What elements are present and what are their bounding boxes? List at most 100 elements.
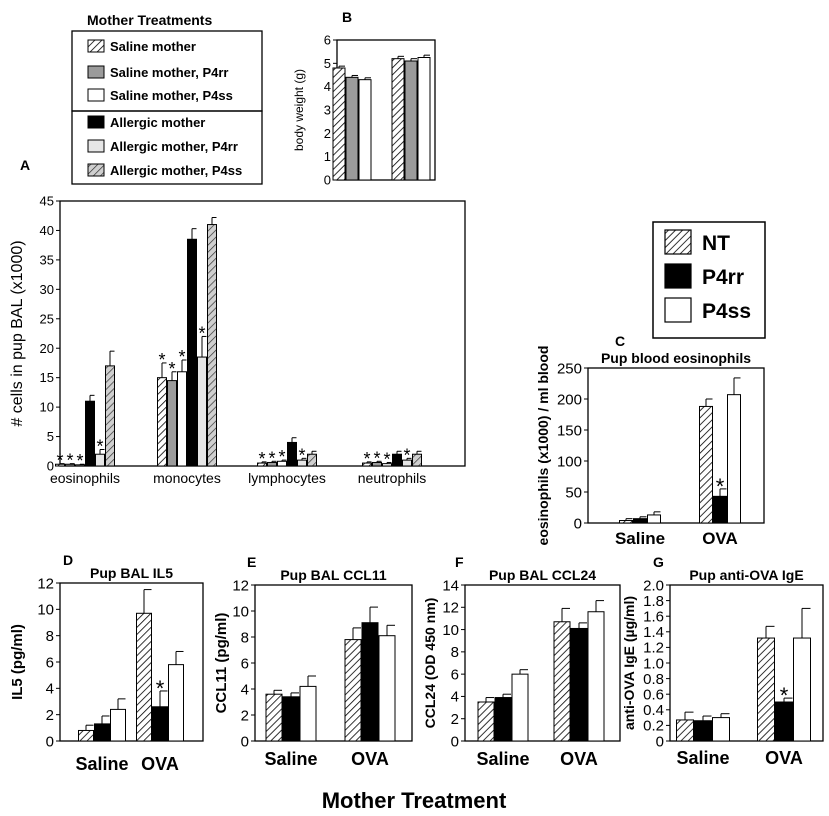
significance-star: * [780,683,789,708]
panel-label: D [63,552,73,568]
y-axis-label: body weight (g) [292,69,306,151]
y-tick-label: 150 [557,422,582,439]
mother-legend-swatch [87,163,105,177]
y-tick-label: 250 [557,360,582,377]
y-tick-label: 20 [40,341,54,356]
y-axis-label: CCL11 (pg/ml) [213,613,230,714]
y-tick-label: 0 [46,733,54,750]
bar [332,67,346,181]
y-tick-label: 0 [241,733,249,750]
bar [676,719,694,742]
y-tick-label: 5 [47,429,54,444]
bar [299,685,317,742]
x-category-label: Saline [264,749,317,769]
y-axis-label: anti-OVA IgE (µg/ml) [621,596,637,730]
y-tick-label: 12 [442,600,459,617]
treatment-legend-label: P4rr [702,266,744,289]
bar [694,720,712,742]
x-category-label: Saline [676,748,729,768]
significance-star: * [96,437,103,457]
bar [647,514,661,524]
y-tick-label: 12 [37,575,54,592]
x-category-label: OVA [765,748,803,768]
y-tick-label: 2 [451,711,459,728]
significance-star: * [363,449,370,469]
y-tick-label: 25 [40,311,54,326]
significance-star: * [158,350,165,370]
y-tick-label: 4 [324,79,331,94]
treatment-legend: NT P4rr P4ss [652,221,766,339]
mother-legend: Mother Treatments Saline mother Saline mo… [71,12,263,185]
treatment-legend-swatch [664,229,692,255]
plot-frame [464,584,621,742]
x-category-label: Saline [476,749,529,769]
bar [712,717,730,742]
y-tick-label: 8 [451,644,459,661]
bar [358,79,372,181]
y-tick-label: 1.2 [643,640,664,657]
bar [757,637,775,742]
y-tick-label: 0.6 [643,686,664,703]
bar [345,76,359,181]
bar [412,453,422,467]
y-tick-label: 1 [324,149,331,164]
bar [344,639,362,742]
bar [392,453,402,467]
x-axis-title: Mother Treatment [322,788,507,813]
y-tick-label: 6 [241,655,249,672]
y-tick-label: 45 [40,194,54,209]
y-tick-label: 8 [46,628,54,645]
y-tick-label: 35 [40,252,54,267]
bar [619,520,633,524]
bar [282,696,300,742]
mother-legend-label: Saline mother, P4ss [110,88,233,103]
chart-e: E Pup BAL CCL11 0 2 4 6 8 10 12 CCL11 (pg/ml) Sali… [213,554,413,769]
treatment-legend-box [652,221,766,339]
y-tick-label: 0.2 [643,718,664,735]
treatment-legend-swatch [664,263,692,289]
bar [287,441,297,467]
treatment-legend-label: NT [702,232,730,255]
treatment-legend-label: P4ss [702,300,751,323]
x-category-label: Saline [75,754,128,774]
y-tick-label: 2.0 [643,577,664,594]
bar [404,60,418,181]
bar [94,723,110,742]
panel-label: C [615,333,625,349]
bar [168,664,184,742]
y-tick-label: 40 [40,223,54,238]
y-axis-label: # cells in pup BAL (x1000) [9,240,26,426]
significance-star: * [76,451,83,471]
chart-title: Pup BAL IL5 [90,565,173,581]
x-category-label: lymphocytes [248,470,326,486]
bar [699,405,713,524]
y-tick-label: 3 [324,103,331,118]
y-tick-label: 1.6 [643,608,664,625]
x-category-label: OVA [702,529,738,548]
bar [157,377,167,467]
bar [361,622,379,742]
y-tick-label: 100 [557,453,582,470]
y-tick-label: 0.8 [643,671,664,688]
bar [167,380,177,467]
y-tick-label: 4 [46,681,54,698]
x-category-label: OVA [560,749,598,769]
bar [152,706,168,742]
y-tick-label: 12 [232,577,249,594]
bar [553,621,571,742]
mother-legend-label: Saline mother [110,39,196,54]
bar [511,673,529,742]
significance-star: * [258,449,265,469]
bar [105,365,115,467]
x-category-label: Saline [615,529,665,548]
mother-legend-swatch [87,88,105,102]
mother-legend-swatch [87,139,105,153]
y-tick-label: 6 [46,654,54,671]
bar [78,729,94,742]
bar [793,637,811,742]
mother-legend-label: Saline mother, P4rr [110,65,229,80]
y-tick-label: 1.0 [643,655,664,672]
plot-frame [59,200,466,467]
